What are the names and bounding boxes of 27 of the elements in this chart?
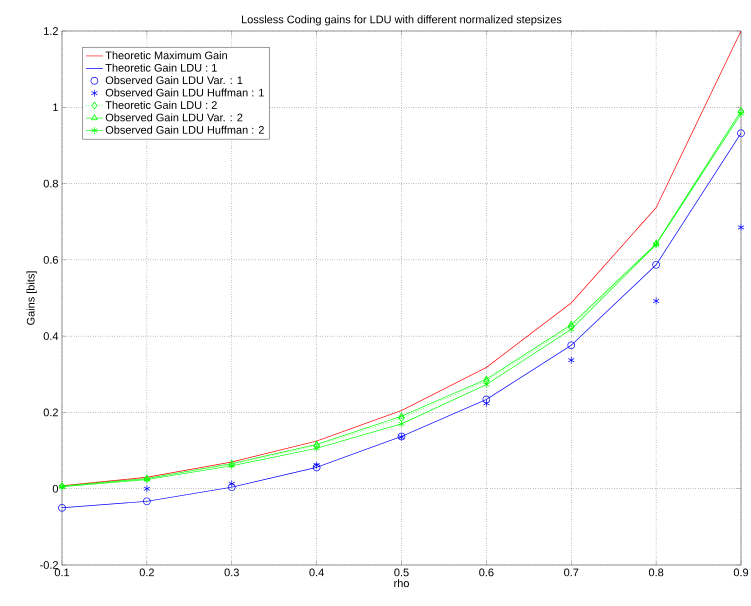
- y-tick-label: 1: [53, 104, 58, 112]
- x-tick-label: 0.1: [54, 568, 70, 576]
- y-tick-label: 0.4: [44, 332, 58, 340]
- x-tick-label: 0.7: [564, 568, 578, 576]
- y-tick-label: 0: [52, 484, 58, 493]
- x-tick-label: 0.4: [309, 568, 324, 576]
- x-tick-label: 0.5: [394, 568, 409, 576]
- legend-label: Observed Gain LDU Var. : 2: [106, 113, 242, 122]
- chart-title: Lossless Coding gains for LDU with different normalized stepsizes: [242, 15, 562, 26]
- y-tick-label: 0.2: [44, 408, 58, 416]
- x-tick-label: 0.6: [479, 568, 494, 576]
- legend-label: Theoretic Gain LDU : 2: [106, 100, 217, 109]
- x-tick-label: 0.8: [648, 568, 664, 576]
- y-tick-label: 1.2: [44, 27, 58, 35]
- legend-label: Observed Gain LDU Var. : 1: [106, 76, 242, 84]
- legend-label: Theoretic Maximum Gain: [106, 51, 227, 60]
- y-axis-title: Gains [bits]: [26, 271, 37, 325]
- legend-label: Observed Gain LDU Huffman : 2: [106, 126, 264, 134]
- x-axis-title: rho: [394, 579, 409, 588]
- x-tick-label: 0.9: [734, 568, 748, 576]
- legend-label: Observed Gain LDU Huffman : 1: [106, 88, 264, 97]
- y-tick-label: -0.2: [40, 561, 58, 569]
- y-tick-label: 0.8: [44, 180, 58, 188]
- x-tick-label: 0.2: [140, 568, 154, 576]
- legend-label: Theoretic Gain LDU : 1: [106, 64, 217, 72]
- y-tick-label: 0.6: [44, 256, 58, 264]
- x-tick-label: 0.3: [224, 568, 239, 576]
